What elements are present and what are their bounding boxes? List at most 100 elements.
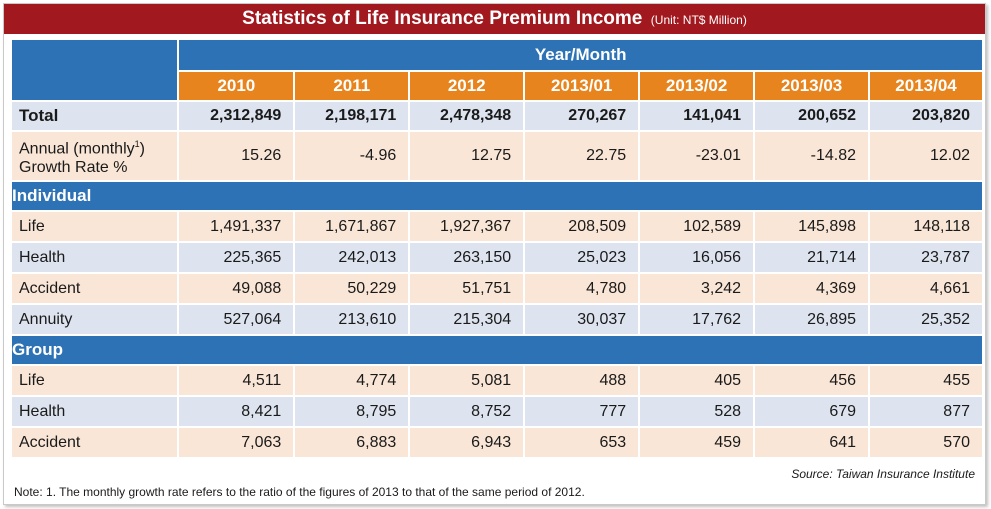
table-cell: 3,242 [640, 274, 754, 303]
table-cell: -14.82 [755, 132, 869, 180]
table-row: Health 8,421 8,795 8,752 777 528 679 877 [12, 397, 982, 426]
table-cell: 528 [640, 397, 754, 426]
table-cell: 1,671,867 [295, 212, 409, 241]
section-header-individual: Individual [12, 182, 982, 210]
year-month-header: Year/Month [179, 40, 982, 70]
row-label: Life [12, 212, 178, 241]
table-cell: 145,898 [755, 212, 869, 241]
table-cell: 6,883 [295, 428, 409, 457]
footnote-marker: 1 [134, 139, 140, 150]
table-row: Annuity 527,064 213,610 215,304 30,037 1… [12, 305, 982, 334]
row-label: Life [12, 366, 178, 395]
growth-label-text: Annual (monthly [19, 140, 135, 158]
table-cell: 4,780 [525, 274, 639, 303]
row-label: Health [12, 243, 178, 272]
table-cell: 208,509 [525, 212, 639, 241]
table-cell: 459 [640, 428, 754, 457]
table-cell: 215,304 [410, 305, 524, 334]
table-cell: 777 [525, 397, 639, 426]
table-cell: 51,751 [410, 274, 524, 303]
table-cell: 30,037 [525, 305, 639, 334]
table-cell: 213,610 [295, 305, 409, 334]
table-cell: 16,056 [640, 243, 754, 272]
table-cell: 405 [640, 366, 754, 395]
table-cell: 148,118 [870, 212, 982, 241]
total-row: Total 2,312,849 2,198,171 2,478,348 270,… [12, 102, 982, 130]
growth-rate-label: Annual (monthly1) Growth Rate % [12, 132, 178, 180]
table-row: Accident 49,088 50,229 51,751 4,780 3,24… [12, 274, 982, 303]
table-cell: 4,774 [295, 366, 409, 395]
table-cell: 141,041 [640, 102, 754, 130]
table-cell: 455 [870, 366, 982, 395]
table-cell: 17,762 [640, 305, 754, 334]
section-label: Individual [12, 182, 982, 210]
table-cell: 641 [755, 428, 869, 457]
table-cell: 23,787 [870, 243, 982, 272]
table-cell: 22.75 [525, 132, 639, 180]
table-cell: 1,927,367 [410, 212, 524, 241]
period-header: 2011 [295, 72, 409, 100]
table-cell: 4,661 [870, 274, 982, 303]
statistics-panel: Statistics of Life Insurance Premium Inc… [3, 3, 986, 505]
row-label: Total [12, 102, 178, 130]
row-label: Accident [12, 274, 178, 303]
title-bar: Statistics of Life Insurance Premium Inc… [4, 4, 985, 34]
table-cell: 21,714 [755, 243, 869, 272]
period-header-row: 2010 2011 2012 2013/01 2013/02 2013/03 2… [12, 72, 982, 100]
table-cell: 2,198,171 [295, 102, 409, 130]
table-cell: 200,652 [755, 102, 869, 130]
table-cell: 653 [525, 428, 639, 457]
table-cell: 26,895 [755, 305, 869, 334]
growth-label-close: ) [139, 140, 145, 158]
period-header: 2010 [179, 72, 294, 100]
growth-rate-row: Annual (monthly1) Growth Rate % 15.26 -4.… [12, 132, 982, 180]
table-cell: -4.96 [295, 132, 409, 180]
section-label: Group [12, 336, 982, 364]
period-header: 2013/03 [755, 72, 869, 100]
table-cell: 12.75 [410, 132, 524, 180]
table-cell: 877 [870, 397, 982, 426]
row-label: Health [12, 397, 178, 426]
table-cell: 456 [755, 366, 869, 395]
row-label: Accident [12, 428, 178, 457]
table-cell: 242,013 [295, 243, 409, 272]
period-header: 2013/01 [525, 72, 639, 100]
table-cell: 270,267 [525, 102, 639, 130]
table-cell: 203,820 [870, 102, 982, 130]
table-cell: 488 [525, 366, 639, 395]
growth-label-line2: Growth Rate % [19, 158, 128, 176]
table-cell: 225,365 [179, 243, 294, 272]
table-cell: 15.26 [179, 132, 294, 180]
table-cell: 25,352 [870, 305, 982, 334]
table-cell: 263,150 [410, 243, 524, 272]
table-cell: 4,511 [179, 366, 294, 395]
row-label: Annuity [12, 305, 178, 334]
premium-income-table: Year/Month 2010 2011 2012 2013/01 2013/0… [10, 38, 984, 459]
table-cell: 570 [870, 428, 982, 457]
table-cell: 102,589 [640, 212, 754, 241]
period-header: 2013/02 [640, 72, 754, 100]
table-cell: 5,081 [410, 366, 524, 395]
period-header: 2013/04 [870, 72, 982, 100]
table-cell: -23.01 [640, 132, 754, 180]
source-credit: Source: Taiwan Insurance Institute [791, 467, 975, 481]
table-row: Health 225,365 242,013 263,150 25,023 16… [12, 243, 982, 272]
table-cell: 679 [755, 397, 869, 426]
table-cell: 527,064 [179, 305, 294, 334]
table-cell: 8,795 [295, 397, 409, 426]
table-cell: 7,063 [179, 428, 294, 457]
period-header: 2012 [410, 72, 524, 100]
footnote: Note: 1. The monthly growth rate refers … [14, 485, 585, 499]
table-cell: 12.02 [870, 132, 982, 180]
section-header-group: Group [12, 336, 982, 364]
table-row: Life 1,491,337 1,671,867 1,927,367 208,5… [12, 212, 982, 241]
table-cell: 8,752 [410, 397, 524, 426]
unit-label: (Unit: NT$ Million) [650, 13, 747, 27]
table-cell: 50,229 [295, 274, 409, 303]
table-cell: 25,023 [525, 243, 639, 272]
table-cell: 1,491,337 [179, 212, 294, 241]
table-cell: 2,312,849 [179, 102, 294, 130]
table-row: Accident 7,063 6,883 6,943 653 459 641 5… [12, 428, 982, 457]
table-cell: 6,943 [410, 428, 524, 457]
header-corner [12, 40, 178, 100]
